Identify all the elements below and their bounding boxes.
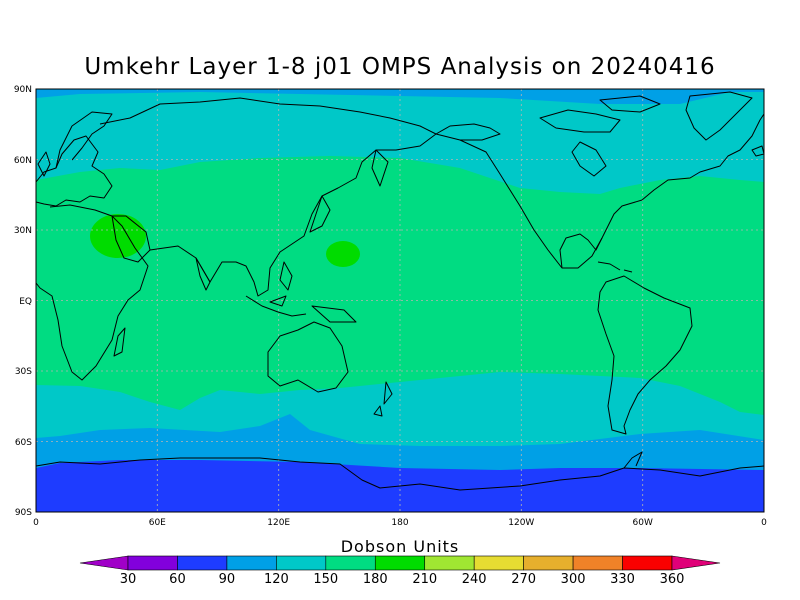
colorbar-swatch xyxy=(473,555,524,571)
lon-tick-label: 120W xyxy=(508,518,534,528)
coast-gulf xyxy=(559,233,603,269)
colorbar-arrow-high xyxy=(671,555,721,571)
lon-tick-label: 60W xyxy=(633,518,653,528)
coast-madagascar xyxy=(113,327,126,357)
coast-antarctica xyxy=(36,457,764,491)
lat-tick-label: EQ xyxy=(19,297,32,307)
colorbar-swatch xyxy=(276,555,327,571)
coast-japan xyxy=(309,195,331,233)
colorbar-title: Dobson Units xyxy=(340,537,460,556)
lon-tick-label: 0 xyxy=(761,518,767,528)
colorbar-swatch xyxy=(177,555,228,571)
lon-tick-label: 0 xyxy=(33,518,39,528)
colorbar-level-label: 60 xyxy=(169,572,186,587)
colorbar-swatch xyxy=(424,555,475,571)
colorbar-swatch xyxy=(572,555,623,571)
coast-india xyxy=(195,257,211,291)
coast-indonesia xyxy=(245,261,307,317)
lon-tick-label: 180 xyxy=(391,518,408,528)
colorbar-swatch xyxy=(622,555,673,571)
map-frame xyxy=(35,88,765,513)
grid-lines xyxy=(36,89,764,512)
lat-tick-label: 30S xyxy=(15,367,32,377)
colorbar-level-label: 180 xyxy=(363,572,388,587)
band-210-patch-pacific xyxy=(326,241,360,267)
lon-tick-label: 60E xyxy=(149,518,166,528)
coast-europe xyxy=(36,135,113,207)
coast-caribbean xyxy=(597,261,633,273)
coast-new-zealand xyxy=(373,381,393,417)
coast-arctic-islands xyxy=(539,95,661,133)
coast-uk xyxy=(37,151,51,177)
colorbar-swatch xyxy=(374,555,426,571)
colorbar-level-label: 330 xyxy=(610,572,635,587)
lon-tick-labels: 0 60E 120E 180 120W 60W 0 xyxy=(33,518,767,528)
colorbar-swatch xyxy=(226,555,277,571)
colorbar-swatch xyxy=(127,555,178,571)
lat-tick-label: 60N xyxy=(14,156,32,166)
lat-tick-label: 90S xyxy=(15,508,32,518)
coast-north-america xyxy=(435,113,764,269)
coast-scandinavia xyxy=(55,111,113,169)
coast-iceland xyxy=(751,145,764,157)
coast-antarctic-peninsula xyxy=(623,451,643,469)
map-title: Umkehr Layer 1-8 j01 OMPS Analysis on 20… xyxy=(84,54,716,80)
colorbar-level-label: 30 xyxy=(120,572,137,587)
lat-tick-label: 30N xyxy=(14,226,32,236)
colorbar-level-label: 120 xyxy=(264,572,289,587)
colorbar-level-label: 90 xyxy=(219,572,236,587)
coast-alaska xyxy=(435,123,501,141)
lat-tick-label: 60S xyxy=(15,438,32,448)
colorbar-swatch xyxy=(523,555,574,571)
coast-hudson-bay xyxy=(571,141,607,177)
colorbar-swatch xyxy=(325,555,376,571)
coast-new-guinea xyxy=(311,305,357,323)
lat-tick-label: 90N xyxy=(14,85,32,95)
coast-asia-north xyxy=(99,97,437,135)
lat-tick-labels: 90N 60N 30N EQ 30S 60S 90S xyxy=(14,85,32,518)
colorbar-level-label: 240 xyxy=(462,572,487,587)
lon-tick-label: 120E xyxy=(267,518,290,528)
coast-greenland xyxy=(685,91,753,141)
colorbar-level-label: 360 xyxy=(660,572,685,587)
colorbar-level-label: 300 xyxy=(561,572,586,587)
colorbar-arrow-low xyxy=(79,555,129,571)
band-210-patch-arabia xyxy=(90,214,146,258)
coastlines xyxy=(36,91,764,491)
coast-arabia xyxy=(111,215,151,263)
coast-australia xyxy=(267,321,349,393)
colorbar-level-label: 210 xyxy=(412,572,437,587)
coast-kamchatka xyxy=(371,149,389,187)
colorbar-level-label: 270 xyxy=(511,572,536,587)
coast-south-america xyxy=(597,275,693,435)
colorbar: 30 60 90 120 150 180 210 240 270 300 330 360 xyxy=(79,555,721,587)
colorbar-level-label: 150 xyxy=(313,572,338,587)
